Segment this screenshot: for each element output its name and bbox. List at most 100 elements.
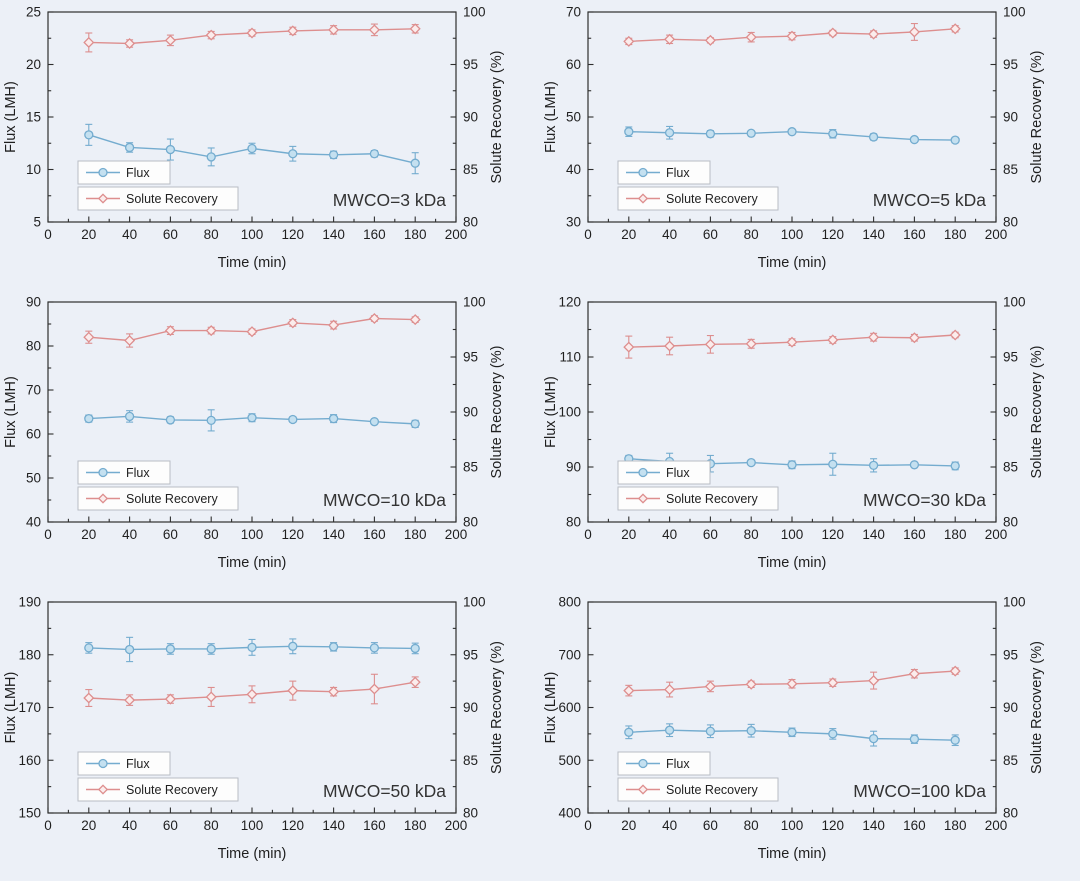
x-tick-label: 140	[862, 227, 885, 242]
y-right-tick-label: 90	[463, 110, 478, 125]
recovery-data-point	[908, 332, 920, 344]
y-right-axis-title: Solute Recovery (%)	[1029, 346, 1045, 479]
flux-data-point	[909, 734, 920, 744]
recovery-data-point	[246, 326, 258, 338]
recovery-data-point	[908, 668, 920, 680]
x-tick-label: 140	[322, 527, 345, 542]
y-right-tick-label: 95	[463, 350, 478, 365]
legend: Flux Solute Recovery	[617, 460, 779, 511]
axis-titles: Flux (LMH) Solute Recovery (%) Time (min)	[543, 346, 1045, 571]
x-tick-label: 60	[703, 818, 718, 833]
legend-entry-flux: Flux	[617, 751, 711, 776]
y-left-tick-label: 60	[26, 427, 41, 442]
y-right-axis-title: Solute Recovery (%)	[489, 51, 505, 184]
legend-recovery-marker-icon	[637, 493, 649, 504]
y-left-tick-label: 100	[558, 405, 581, 420]
x-tick-label: 100	[781, 227, 804, 242]
x-tick-label: 140	[862, 527, 885, 542]
recovery-data-point	[124, 37, 136, 50]
mwco-label: MWCO=5 kDa	[873, 190, 987, 210]
solute-recovery-series	[623, 329, 961, 359]
recovery-data-point	[124, 334, 136, 347]
x-tick-label: 160	[903, 527, 926, 542]
flux-series	[624, 125, 960, 145]
y-right-tick-label: 85	[1003, 460, 1018, 475]
x-tick-label: 60	[703, 227, 718, 242]
y-left-tick-label: 400	[558, 806, 581, 821]
legend-entry-flux: Flux	[77, 460, 171, 485]
x-tick-label: 120	[282, 527, 305, 542]
solute-recovery-series	[83, 673, 421, 707]
flux-data-point	[165, 415, 176, 425]
recovery-data-point	[328, 686, 340, 698]
tick-labels: 0 20 40 60 80 100 120 140 160 180 200 5 10 15 20 25 80 85…	[26, 5, 486, 243]
legend-flux-marker-icon	[638, 758, 648, 769]
panel-mwco-30kda: 0 20 40 60 80 100 120 140 160 180 200 80 90 100 110 120…	[540, 290, 1080, 590]
y-left-tick-label: 120	[558, 295, 581, 310]
x-tick-label: 100	[241, 818, 264, 833]
legend-label: Solute Recovery	[126, 192, 218, 206]
x-tick-label: 80	[744, 227, 759, 242]
recovery-data-point	[409, 23, 421, 35]
flux-data-point	[746, 128, 756, 138]
y-right-tick-label: 85	[1003, 162, 1018, 177]
flux-data-point	[664, 725, 675, 735]
flux-data-point	[84, 130, 94, 140]
recovery-data-point	[368, 683, 380, 695]
x-tick-label: 200	[985, 818, 1008, 833]
recovery-data-point	[623, 341, 635, 353]
recovery-data-point	[664, 340, 676, 352]
recovery-data-point	[164, 34, 176, 46]
flux-data-point	[369, 417, 380, 427]
y-left-tick-label: 170	[18, 700, 41, 715]
flux-data-point	[328, 150, 339, 160]
recovery-data-point	[827, 27, 839, 39]
legend-label: Flux	[666, 466, 690, 480]
flux-data-point	[165, 644, 176, 654]
y-left-axis-title: Flux (LMH)	[543, 672, 559, 744]
recovery-data-point	[827, 334, 839, 346]
legend-label: Solute Recovery	[126, 492, 218, 506]
y-right-tick-label: 80	[1003, 515, 1018, 530]
flux-series	[624, 723, 960, 747]
x-tick-label: 40	[122, 227, 137, 242]
flux-data-point	[288, 149, 298, 159]
x-tick-label: 20	[621, 527, 636, 542]
y-right-tick-label: 95	[463, 57, 478, 72]
recovery-data-point	[409, 676, 421, 688]
y-right-tick-label: 100	[1003, 295, 1026, 310]
recovery-data-point	[623, 35, 635, 47]
recovery-data-point	[745, 338, 757, 350]
solute-recovery-series	[623, 22, 961, 47]
y-left-tick-label: 150	[18, 806, 41, 821]
y-left-tick-label: 5	[33, 215, 41, 230]
flux-data-point	[206, 415, 216, 426]
x-tick-label: 40	[662, 818, 677, 833]
y-right-tick-label: 90	[1003, 405, 1018, 420]
legend-flux-marker-icon	[638, 467, 648, 478]
legend-entry-flux: Flux	[77, 751, 171, 776]
legend: Flux Solute Recovery	[617, 751, 779, 802]
tick-labels: 0 20 40 60 80 100 120 140 160 180 2008090100110120…	[558, 295, 1025, 543]
x-tick-label: 180	[944, 527, 967, 542]
x-axis-title: Time (min)	[218, 255, 287, 271]
y-left-tick-label: 30	[566, 215, 581, 230]
x-tick-label: 160	[363, 227, 386, 242]
recovery-data-point	[287, 317, 299, 329]
recovery-data-point	[83, 692, 95, 704]
x-tick-label: 100	[781, 818, 804, 833]
recovery-data-point	[368, 24, 380, 36]
legend-entry-recovery: Solute Recovery	[77, 186, 239, 211]
recovery-data-point	[164, 693, 176, 705]
recovery-data-point	[164, 325, 176, 337]
x-tick-label: 20	[621, 818, 636, 833]
recovery-data-point	[368, 312, 380, 325]
mwco-label: MWCO=3 kDa	[333, 190, 447, 210]
flux-series	[84, 409, 420, 432]
chart-mwco-10kda: 0 20 40 60 80 100 120 140 160 180 200 40 50 60 70 80 90 8…	[3, 295, 505, 572]
recovery-data-point	[328, 24, 340, 36]
recovery-data-point	[786, 30, 798, 42]
solute-recovery-series	[83, 312, 421, 348]
flux-data-point	[868, 460, 879, 471]
flux-data-point	[828, 129, 838, 139]
